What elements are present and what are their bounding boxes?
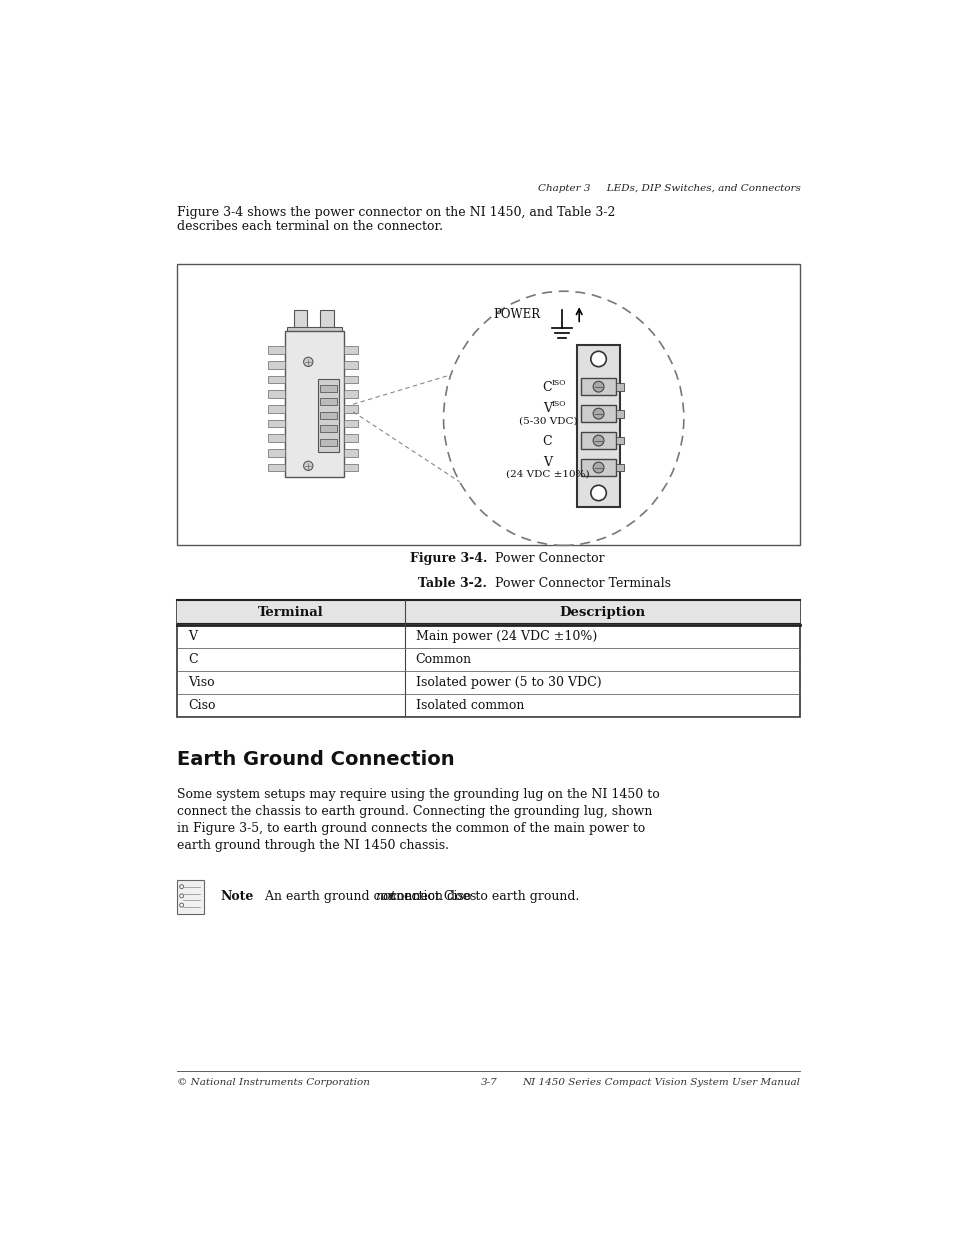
- Text: V: V: [542, 401, 552, 415]
- Circle shape: [303, 461, 313, 471]
- Text: earth ground through the NI 1450 chassis.: earth ground through the NI 1450 chassis…: [177, 839, 449, 852]
- Bar: [268, 463, 285, 472]
- Bar: [319, 310, 334, 332]
- Bar: [616, 410, 623, 417]
- FancyBboxPatch shape: [177, 879, 204, 914]
- Bar: [343, 347, 357, 354]
- Circle shape: [179, 894, 183, 898]
- Bar: [268, 405, 285, 412]
- Text: Figure 3-4 shows the power connector on the NI 1450, and Table 3-2: Figure 3-4 shows the power connector on …: [177, 206, 615, 219]
- Text: Viso: Viso: [188, 676, 214, 689]
- Text: Some system setups may require using the grounding lug on the NI 1450 to: Some system setups may require using the…: [177, 788, 659, 802]
- Bar: [319, 385, 336, 391]
- Bar: [268, 347, 285, 354]
- Circle shape: [179, 884, 183, 888]
- Text: Note: Note: [220, 890, 253, 904]
- Text: V: V: [188, 630, 197, 643]
- Text: describes each terminal on the connector.: describes each terminal on the connector…: [177, 220, 443, 233]
- Bar: [580, 459, 616, 475]
- Circle shape: [590, 485, 606, 500]
- Bar: [580, 405, 616, 422]
- Bar: [343, 375, 357, 383]
- Bar: [285, 331, 343, 478]
- Bar: [317, 379, 339, 452]
- Bar: [616, 437, 623, 445]
- Bar: [616, 463, 623, 472]
- Bar: [294, 310, 307, 332]
- Bar: [343, 448, 357, 457]
- Bar: [343, 390, 357, 398]
- Bar: [580, 432, 616, 450]
- Circle shape: [593, 462, 603, 473]
- Text: Power Connector Terminals: Power Connector Terminals: [487, 577, 671, 590]
- Bar: [580, 378, 616, 395]
- Bar: [319, 438, 336, 446]
- Bar: [319, 399, 336, 405]
- Bar: [577, 345, 619, 506]
- Circle shape: [179, 903, 183, 906]
- Text: Earth Ground Connection: Earth Ground Connection: [177, 750, 455, 768]
- Text: Power Connector: Power Connector: [487, 552, 604, 566]
- Bar: [177, 600, 800, 718]
- Bar: [268, 375, 285, 383]
- Text: 3-7: 3-7: [480, 1078, 497, 1087]
- Bar: [343, 420, 357, 427]
- Circle shape: [593, 435, 603, 446]
- Text: Ciso: Ciso: [188, 699, 215, 713]
- Bar: [268, 390, 285, 398]
- Text: Common: Common: [416, 653, 472, 666]
- Text: Figure 3-4.: Figure 3-4.: [410, 552, 487, 566]
- Bar: [268, 420, 285, 427]
- Text: ISO: ISO: [552, 379, 566, 388]
- Text: © National Instruments Corporation: © National Instruments Corporation: [177, 1078, 370, 1087]
- Bar: [343, 405, 357, 412]
- Text: Table 3-2.: Table 3-2.: [418, 577, 487, 590]
- Ellipse shape: [443, 291, 683, 546]
- Bar: [268, 435, 285, 442]
- Circle shape: [593, 382, 603, 391]
- Bar: [268, 448, 285, 457]
- Text: connect Ciso to earth ground.: connect Ciso to earth ground.: [385, 890, 578, 904]
- Text: (24 VDC ±10%): (24 VDC ±10%): [506, 471, 589, 479]
- Text: Main power (24 VDC ±10%): Main power (24 VDC ±10%): [416, 630, 597, 643]
- Bar: [319, 425, 336, 432]
- Text: C: C: [188, 653, 197, 666]
- Text: Description: Description: [559, 606, 645, 619]
- Text: ISO: ISO: [552, 400, 566, 409]
- Text: V: V: [542, 457, 552, 469]
- Bar: [343, 435, 357, 442]
- Text: not: not: [375, 890, 395, 904]
- Text: Isolated common: Isolated common: [416, 699, 523, 713]
- Bar: [177, 600, 800, 625]
- Text: Isolated power (5 to 30 VDC): Isolated power (5 to 30 VDC): [416, 676, 600, 689]
- Bar: [287, 327, 341, 335]
- Bar: [343, 361, 357, 369]
- Text: (5-30 VDC): (5-30 VDC): [518, 416, 577, 425]
- Text: C: C: [542, 380, 552, 394]
- Text: C: C: [542, 435, 552, 448]
- Bar: [343, 463, 357, 472]
- Text: connect the chassis to earth ground. Connecting the grounding lug, shown: connect the chassis to earth ground. Con…: [177, 805, 652, 818]
- Text: in Figure 3-5, to earth ground connects the common of the main power to: in Figure 3-5, to earth ground connects …: [177, 823, 645, 835]
- Bar: [616, 383, 623, 390]
- Circle shape: [590, 351, 606, 367]
- Bar: [319, 412, 336, 419]
- Text: An earth ground connection does: An earth ground connection does: [253, 890, 479, 904]
- Text: Chapter 3     LEDs, DIP Switches, and Connectors: Chapter 3 LEDs, DIP Switches, and Connec…: [537, 184, 800, 194]
- Bar: [177, 264, 800, 545]
- Text: Terminal: Terminal: [258, 606, 324, 619]
- Bar: [268, 361, 285, 369]
- Text: NI 1450 Series Compact Vision System User Manual: NI 1450 Series Compact Vision System Use…: [522, 1078, 800, 1087]
- Circle shape: [593, 409, 603, 419]
- Text: POWER: POWER: [493, 308, 540, 321]
- Circle shape: [303, 357, 313, 367]
